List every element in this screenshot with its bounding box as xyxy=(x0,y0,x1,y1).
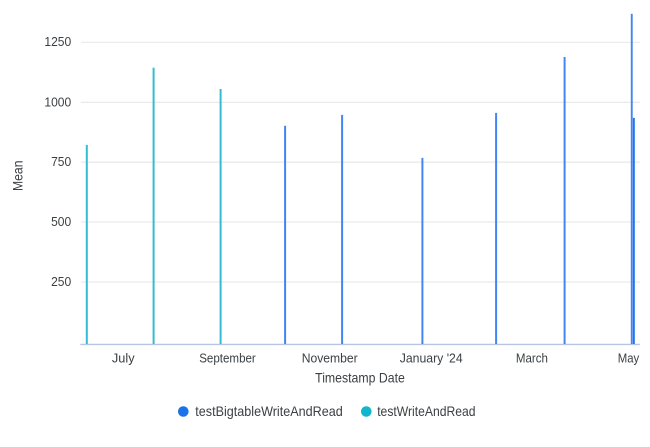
svg-text:May: May xyxy=(618,351,640,366)
svg-text:testWriteAndRead: testWriteAndRead xyxy=(377,403,475,419)
svg-text:March: March xyxy=(516,351,548,366)
svg-text:750: 750 xyxy=(51,154,71,169)
svg-text:Timestamp Date: Timestamp Date xyxy=(315,369,405,385)
svg-text:September: September xyxy=(199,351,256,366)
svg-text:November: November xyxy=(302,351,359,366)
svg-text:1250: 1250 xyxy=(44,34,71,49)
svg-text:testBigtableWriteAndRead: testBigtableWriteAndRead xyxy=(195,403,342,419)
svg-text:1000: 1000 xyxy=(44,94,71,109)
svg-text:July: July xyxy=(112,351,135,366)
svg-text:500: 500 xyxy=(51,214,71,229)
svg-text:January '24: January '24 xyxy=(400,351,463,366)
svg-text:Mean: Mean xyxy=(9,161,25,192)
svg-text:250: 250 xyxy=(51,274,71,289)
